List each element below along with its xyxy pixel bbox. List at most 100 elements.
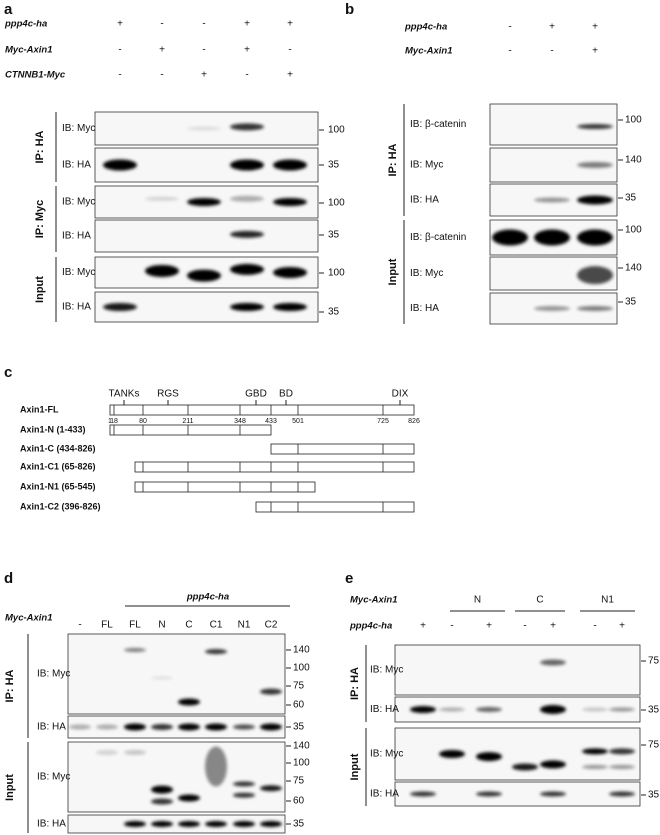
lane-sign: - (118, 70, 121, 81)
blot-label: IB: Myc (62, 197, 95, 208)
lane-sign: - (160, 70, 163, 81)
lane-sign: + (592, 46, 598, 57)
band (260, 821, 282, 827)
domain-label: DIX (392, 389, 409, 400)
band (103, 303, 137, 311)
band (230, 303, 264, 311)
band (230, 159, 264, 171)
marker-label: 35 (293, 722, 305, 733)
marker-label: 140 (625, 263, 642, 274)
band (582, 707, 608, 712)
band (205, 821, 227, 827)
marker-label: 100 (625, 225, 642, 236)
blot-label: IB: HA (62, 231, 91, 242)
band (534, 197, 570, 203)
blot-label: IB: Myc (410, 268, 443, 279)
lane-sign: - (550, 46, 553, 57)
marker-label: 35 (625, 297, 637, 308)
blot-label: IB: β-catenin (410, 232, 466, 243)
band (178, 698, 200, 706)
band (273, 159, 307, 171)
lane-sign: + (117, 19, 123, 30)
marker-label: 75 (648, 656, 660, 667)
construct-label: Axin1-C2 (396-826) (20, 501, 101, 511)
blot-label: IB: HA (370, 789, 399, 800)
blot-frame (394, 727, 641, 781)
blot-label: IB: Myc (37, 669, 70, 680)
panel-label: c (4, 364, 12, 381)
lane-sign: + (619, 621, 625, 632)
panel-label: a (4, 1, 13, 18)
band (124, 750, 146, 755)
band (145, 264, 179, 277)
blot-label: IB: HA (370, 704, 399, 715)
band (205, 723, 227, 731)
band (260, 688, 282, 695)
lane-label: C2 (265, 620, 278, 631)
marker-label: 100 (293, 663, 310, 674)
lane-label: C1 (210, 620, 223, 631)
lane-label: C (185, 620, 192, 631)
blot-label: IB: Myc (62, 123, 95, 134)
construct-box (109, 404, 415, 416)
lane-sign: - (508, 46, 511, 57)
construct-box (255, 501, 415, 513)
group-label: Input (4, 774, 16, 801)
band (534, 306, 570, 311)
lane-sign: - (508, 22, 511, 33)
condition-label: Myc-Axin1 (5, 613, 53, 624)
blot-label: IB: β-catenin (410, 119, 466, 130)
band (260, 723, 282, 731)
band (609, 765, 635, 769)
marker-label: 60 (293, 796, 305, 807)
band (609, 707, 635, 712)
band (540, 760, 566, 769)
marker-label: 100 (625, 115, 642, 126)
condition-label: CTNNB1-Myc (5, 70, 66, 81)
condition-label: ppp4c-ha (4, 19, 47, 30)
band (609, 748, 635, 755)
band (273, 267, 307, 278)
marker-label: 140 (293, 645, 310, 656)
residue-label: 1 (108, 418, 112, 425)
lane-sign: + (549, 22, 555, 33)
construct-group: N (474, 595, 481, 606)
marker-label: 75 (648, 740, 660, 751)
lane-sign: - (202, 19, 205, 30)
blot-label: IB: HA (410, 303, 439, 314)
construct-box (109, 424, 272, 436)
blot-frame (67, 633, 286, 715)
residue-label: 725 (377, 418, 389, 425)
panel-label: b (345, 1, 354, 18)
band (205, 649, 227, 655)
panel-label: e (345, 570, 353, 587)
band (230, 230, 264, 238)
header-label: ppp4c-ha (186, 592, 229, 603)
marker-label: 35 (328, 230, 340, 241)
lane-sign: + (244, 19, 250, 30)
lane-sign: + (550, 621, 556, 632)
band (577, 162, 613, 168)
construct-label: Axin1-FL (20, 404, 59, 414)
band (151, 724, 173, 730)
band (96, 750, 118, 755)
marker-label: 60 (293, 700, 305, 711)
band (540, 705, 566, 714)
lane-label: - (78, 620, 81, 631)
lane-sign: + (159, 45, 165, 56)
band (230, 123, 264, 131)
band (476, 707, 502, 712)
lane-sign: - (523, 621, 526, 632)
lane-sign: - (160, 19, 163, 30)
blot-label: IB: HA (62, 302, 91, 313)
construct-group: N1 (601, 595, 614, 606)
group-label: Input (387, 258, 399, 285)
lane-sign: - (288, 45, 291, 56)
band (273, 198, 307, 206)
marker-label: 100 (328, 268, 345, 279)
band (230, 195, 264, 202)
lane-label: FL (101, 620, 113, 631)
construct-label: Axin1-C1 (65-826) (20, 461, 96, 471)
band (577, 229, 613, 246)
domain-label: TANKs (109, 389, 140, 400)
